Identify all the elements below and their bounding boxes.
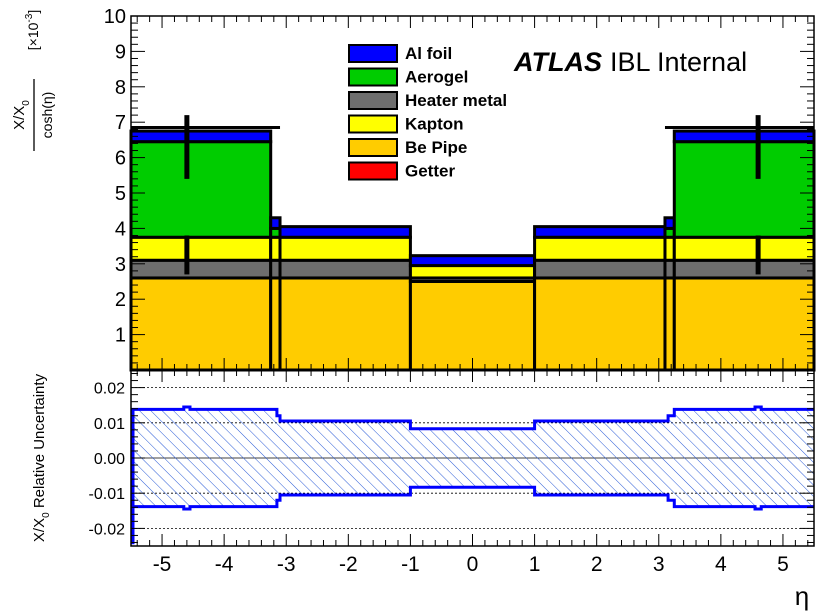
x-tick-label: 1 xyxy=(529,553,541,576)
bottom-y-axis-label: X/X0 Relative Uncertainty xyxy=(31,373,52,542)
bar-segment-al-foil-bin-3 xyxy=(408,254,537,268)
atlas-watermark: ATLAS IBL Internal xyxy=(513,47,747,77)
legend-swatch-be-pipe xyxy=(348,138,398,157)
top-y-tick-label: 6 xyxy=(115,148,126,170)
legend-label-getter: Getter xyxy=(405,162,455,181)
legend-swatch-aerogel xyxy=(348,67,398,87)
bar-segment-heater-metal-bin-4 xyxy=(533,258,667,280)
bar-segment-be-pipe-bin-4 xyxy=(533,276,667,372)
bottom-x-ticks: -5 -4 -3 -2 -1 0 1 2 3 4 5 xyxy=(136,370,809,576)
bar-segment-kapton-bin-6 xyxy=(672,235,816,262)
x-tick-label: 2 xyxy=(591,553,603,576)
bar-segment-kapton-bin-3 xyxy=(408,264,537,280)
x-axis-label: η xyxy=(795,581,809,611)
bottom-y-ticks: -0.02 -0.01 0.00 0.01 0.02 xyxy=(89,373,814,543)
bar-segment-be-pipe-bin-3 xyxy=(408,280,537,372)
uncertainty-lower-edge xyxy=(131,485,814,511)
atlas-rest: IBL Internal xyxy=(610,47,747,77)
bar-segment-heater-metal-bin-6 xyxy=(672,258,816,280)
legend-label-aerogel: Aerogel xyxy=(405,68,468,87)
x-tick-label: 4 xyxy=(715,553,727,576)
bar-segment-kapton-bin-4 xyxy=(533,235,667,262)
bar-segment-be-pipe-bin-0 xyxy=(129,276,273,372)
top-y-tick-label: 4 xyxy=(115,218,126,240)
legend-label-be-pipe: Be Pipe xyxy=(405,138,467,157)
x-tick-label: -3 xyxy=(277,553,296,576)
legend-label-al-foil: Al foil xyxy=(405,44,452,63)
bar-segment-heater-metal-bin-2 xyxy=(278,258,412,280)
bar-segment-heater-metal-bin-0 xyxy=(129,258,273,280)
bottom-y-tick-label: 0.01 xyxy=(94,416,125,433)
top-y-axis-label: X/X0 cosh(η) xyxy=(11,79,55,151)
x-tick-label: -5 xyxy=(153,553,172,576)
legend-swatch-heater-metal xyxy=(348,91,398,110)
top-y-tick-label: 2 xyxy=(115,289,126,311)
legend-label-heater-metal: Heater metal xyxy=(405,91,507,110)
uncertainty-upper-edge xyxy=(131,405,814,431)
bottom-y-tick-label: -0.02 xyxy=(89,521,126,538)
ylabel-relative-uncertainty: X/X0 Relative Uncertainty xyxy=(31,373,52,542)
bar-segment-aerogel-bin-6 xyxy=(672,140,816,239)
legend: Al foil Aerogel Heater metal Kapton Be Pipe G… xyxy=(348,44,507,181)
legend-swatch-kapton xyxy=(348,114,398,134)
stacked-histogram xyxy=(129,129,816,372)
ylabel-numerator: X/X0 xyxy=(11,100,32,130)
bar-segment-be-pipe-bin-2 xyxy=(278,276,412,372)
legend-swatch-al-foil xyxy=(348,44,398,63)
bottom-panel: -0.02-0.010.000.010.02 -5 -4 -3 -2 -1 0 1 2 3 4 5 … xyxy=(31,369,815,611)
bar-segment-al-foil-bin-0 xyxy=(129,129,273,144)
top-y-ticks: 1 2 3 4 5 6 7 8 9 10 xyxy=(104,6,814,371)
ylabel-denominator: cosh(η) xyxy=(39,92,55,139)
atlas-bold: ATLAS xyxy=(513,47,602,77)
legend-swatch-getter xyxy=(348,161,398,181)
top-panel: 1 2 3 4 5 6 7 8 9 10 X/X0 cosh(η) [×10-3] ATLAS IB… xyxy=(11,6,816,372)
layer-separator-lines xyxy=(131,115,814,275)
x-tick-label: -1 xyxy=(401,553,420,576)
bar-segment-al-foil-bin-2 xyxy=(278,225,412,239)
bar-segment-al-foil-bin-6 xyxy=(672,129,816,144)
bottom-y-tick-label: 0.00 xyxy=(94,451,125,468)
bar-segment-aerogel-bin-0 xyxy=(129,140,273,239)
x-tick-label: 0 xyxy=(467,553,479,576)
bar-segment-al-foil-bin-4 xyxy=(533,225,667,239)
x-tick-label: 5 xyxy=(777,553,789,576)
top-y-tick-label: 1 xyxy=(115,325,126,347)
x-tick-label: -2 xyxy=(339,553,358,576)
top-y-tick-label: 10 xyxy=(104,6,126,28)
top-y-tick-label: 3 xyxy=(115,254,126,276)
top-y-axis-scale: [×10-3] xyxy=(24,10,41,50)
top-y-tick-label: 5 xyxy=(115,183,126,205)
ylabel-scale: [×10-3] xyxy=(24,10,41,50)
uncertainty-hatch xyxy=(131,406,814,510)
x-tick-label: 3 xyxy=(653,553,665,576)
bottom-y-tick-label: -0.01 xyxy=(89,486,126,503)
bottom-y-tick-label: 0.02 xyxy=(94,381,125,398)
top-y-tick-label: 7 xyxy=(115,112,126,134)
bar-segment-al-foil-bin-1 xyxy=(269,216,282,230)
x-tick-label: -4 xyxy=(215,553,234,576)
bar-segment-be-pipe-bin-6 xyxy=(672,276,816,372)
bar-segment-kapton-bin-2 xyxy=(278,235,412,262)
top-y-tick-label: 9 xyxy=(115,41,126,63)
top-y-tick-label: 8 xyxy=(115,77,126,99)
legend-label-kapton: Kapton xyxy=(405,115,464,134)
bar-segment-kapton-bin-0 xyxy=(129,235,273,262)
uncertainty-band xyxy=(131,405,814,545)
